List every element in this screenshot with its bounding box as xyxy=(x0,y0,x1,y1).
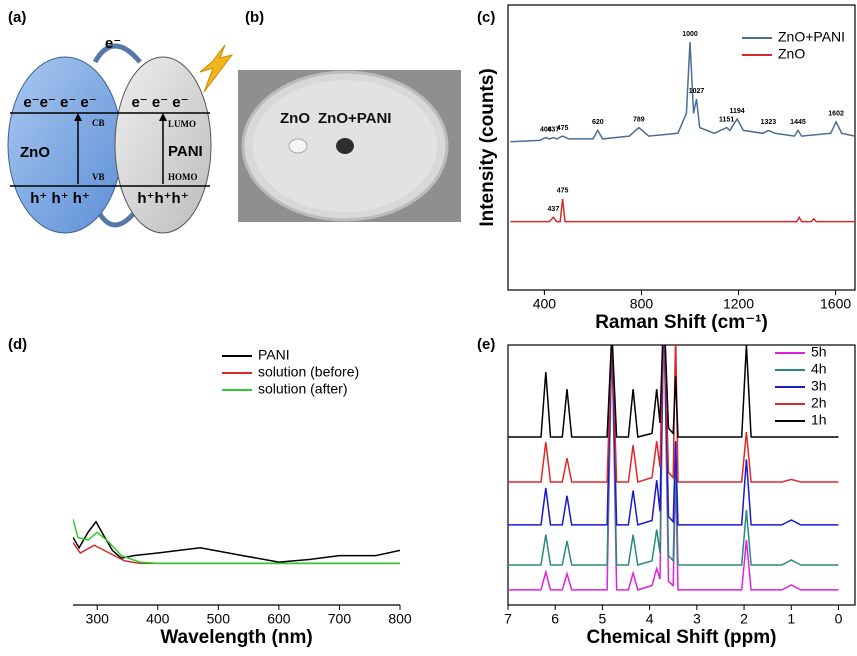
x-tick-label: 2 xyxy=(740,611,748,627)
plot-frame xyxy=(507,344,856,606)
pani-sample xyxy=(336,138,354,154)
spectrum-line xyxy=(73,542,400,565)
spectrum-line xyxy=(73,519,400,565)
legend-label: 5h xyxy=(811,344,827,360)
spectrum-line xyxy=(508,345,839,591)
peak-label: 789 xyxy=(633,116,645,123)
legend-label: solution (after) xyxy=(258,381,347,397)
x-tick-label: 800 xyxy=(388,611,412,627)
legend-label: 1h xyxy=(811,412,827,428)
transfer-arrow xyxy=(92,43,142,64)
x-tick-label: 5 xyxy=(599,611,607,627)
x-tick-label: 3 xyxy=(693,611,701,627)
photo-label: ZnO+PANI xyxy=(318,110,391,127)
peak-label: 620 xyxy=(592,119,604,126)
x-tick-label: 500 xyxy=(207,611,231,627)
diagram-label: e⁻ xyxy=(105,35,121,52)
x-tick-label: 300 xyxy=(86,611,110,627)
diagram-label: h⁺h⁺h⁺ xyxy=(137,190,188,207)
spectrum-line xyxy=(508,345,839,483)
peak-label: 437 xyxy=(548,126,560,133)
panel-label: (d) xyxy=(8,336,27,353)
zno-sample xyxy=(288,138,308,154)
diagram-label: LUMO xyxy=(168,119,196,129)
panel-label: (e) xyxy=(477,336,495,353)
legend-label: 3h xyxy=(811,378,827,394)
legend-label: ZnO xyxy=(778,46,805,62)
plot-area xyxy=(508,345,839,591)
peak-label: 1445 xyxy=(790,119,806,126)
panel-label: (b) xyxy=(245,9,264,26)
spectrum-line xyxy=(508,345,839,526)
spectrum-line xyxy=(508,345,839,566)
peak-label: 1602 xyxy=(828,111,844,118)
light-icon xyxy=(199,44,234,93)
peak-label: 475 xyxy=(557,188,569,195)
x-tick-label: 0 xyxy=(835,611,843,627)
peak-label: 1151 xyxy=(719,116,734,123)
diagram-label: HOMO xyxy=(168,172,198,182)
x-tick-label: 7 xyxy=(504,611,512,627)
spectrum-line xyxy=(510,198,855,223)
peak-label: 437 xyxy=(548,206,560,213)
peak-label: 1027 xyxy=(689,88,705,95)
diagram-label: e⁻ e⁻ e⁻ xyxy=(131,94,188,111)
diagram-label: CB xyxy=(92,118,105,128)
x-tick-label: 1600 xyxy=(820,296,851,312)
peak-label: 1000 xyxy=(682,31,698,38)
x-axis-title: Raman Shift (cm⁻¹) xyxy=(595,312,768,333)
panel-label: (a) xyxy=(8,9,26,26)
peak-label: 406 xyxy=(540,126,552,133)
y-axis-title: Intensity (counts) xyxy=(477,68,498,226)
x-tick-label: 1200 xyxy=(723,296,754,312)
plot-area xyxy=(510,42,855,223)
x-tick-label: 400 xyxy=(146,611,170,627)
legend-label: 4h xyxy=(811,361,827,377)
spectrum-line xyxy=(510,42,855,143)
legend-label: PANI xyxy=(258,347,290,363)
diagram-label: PANI xyxy=(168,143,203,160)
legend-label: ZnO+PANI xyxy=(778,29,845,45)
arrow-head xyxy=(159,113,167,121)
spectrum-line xyxy=(73,520,400,563)
legend-label: 2h xyxy=(811,395,827,411)
x-tick-label: 400 xyxy=(533,296,557,312)
peak-label: 1194 xyxy=(729,108,744,115)
panel-label: (c) xyxy=(477,9,495,26)
x-axis-title: Chemical Shift (ppm) xyxy=(586,627,776,648)
photo: ZnO ZnO+PANI xyxy=(238,70,461,222)
legend-label: solution (before) xyxy=(258,364,359,380)
diagram-label: h⁺ h⁺ h⁺ xyxy=(30,190,90,207)
plot-area xyxy=(73,519,400,565)
x-axis-title: Wavelength (nm) xyxy=(160,627,312,648)
x-tick-label: 700 xyxy=(328,611,352,627)
peak-label: 1323 xyxy=(761,119,777,126)
x-tick-label: 1 xyxy=(787,611,795,627)
peak-label: 475 xyxy=(557,125,569,132)
diagram-label: ZnO xyxy=(20,144,50,161)
photo-label: ZnO xyxy=(280,110,310,127)
band-diagram: e⁻ e⁻e⁻ e⁻ e⁻ CB ZnO VB h⁺ h⁺ h⁺ e⁻ e⁻ e… xyxy=(7,35,234,234)
x-tick-label: 6 xyxy=(551,611,559,627)
arrow-head xyxy=(74,113,82,121)
diagram-label: VB xyxy=(92,172,105,182)
diagram-label: e⁻e⁻ e⁻ e⁻ xyxy=(23,94,96,111)
x-tick-label: 600 xyxy=(267,611,291,627)
spectrum-line xyxy=(508,345,839,438)
x-tick-label: 800 xyxy=(630,296,654,312)
x-tick-label: 4 xyxy=(646,611,654,627)
plot-frame xyxy=(507,4,856,291)
